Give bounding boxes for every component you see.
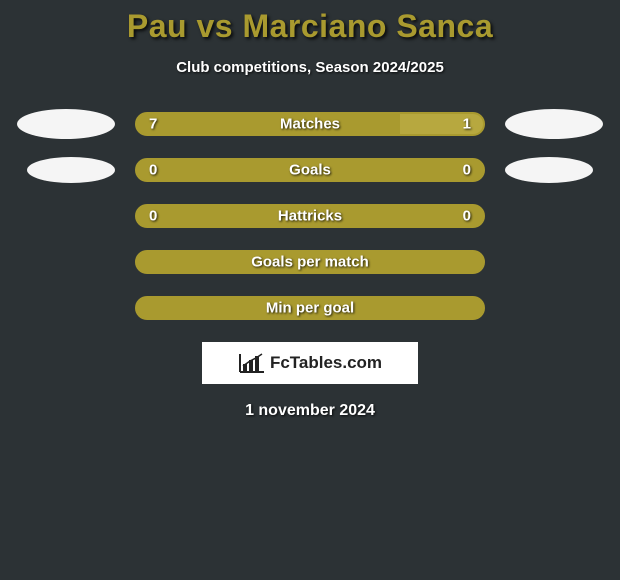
- comparison-card: Pau vs Marciano Sanca Club competitions,…: [0, 0, 620, 420]
- player2-avatar: [505, 157, 593, 183]
- bar-left-fill: [137, 114, 400, 134]
- right-value: 1: [463, 116, 471, 133]
- stat-label: Goals per match: [251, 254, 369, 271]
- player1-avatar: [27, 157, 115, 183]
- right-value: 0: [463, 208, 471, 225]
- left-value: 0: [149, 208, 157, 225]
- stat-label: Matches: [280, 116, 340, 133]
- brand-logo: FcTables.com: [202, 342, 418, 384]
- subtitle: Club competitions, Season 2024/2025: [0, 59, 620, 76]
- stat-row: 7 1 Matches: [0, 112, 620, 136]
- left-value: 0: [149, 162, 157, 179]
- stat-row: 0 0 Hattricks: [0, 204, 620, 228]
- stat-bar: 0 0 Hattricks: [135, 204, 485, 228]
- stat-row: Goals per match: [0, 250, 620, 274]
- player1-avatar: [17, 109, 115, 139]
- stat-label: Min per goal: [266, 300, 354, 317]
- player2-avatar: [505, 109, 603, 139]
- brand-text: FcTables.com: [270, 353, 382, 373]
- player1-name: Pau: [127, 8, 187, 44]
- date-label: 1 november 2024: [0, 402, 620, 420]
- stat-rows: 7 1 Matches 0 0 Goals 0 0 Hattricks Goals per mat…: [0, 112, 620, 320]
- right-value: 0: [463, 162, 471, 179]
- vs-label: vs: [196, 8, 233, 44]
- stat-bar: 0 0 Goals: [135, 158, 485, 182]
- left-value: 7: [149, 116, 157, 133]
- player2-name: Marciano Sanca: [242, 8, 493, 44]
- chart-icon: [238, 352, 266, 374]
- stat-label: Goals: [289, 162, 331, 179]
- stat-bar: Min per goal: [135, 296, 485, 320]
- stat-bar: 7 1 Matches: [135, 112, 485, 136]
- stat-label: Hattricks: [278, 208, 342, 225]
- stat-row: 0 0 Goals: [0, 158, 620, 182]
- stat-row: Min per goal: [0, 296, 620, 320]
- stat-bar: Goals per match: [135, 250, 485, 274]
- page-title: Pau vs Marciano Sanca: [0, 8, 620, 45]
